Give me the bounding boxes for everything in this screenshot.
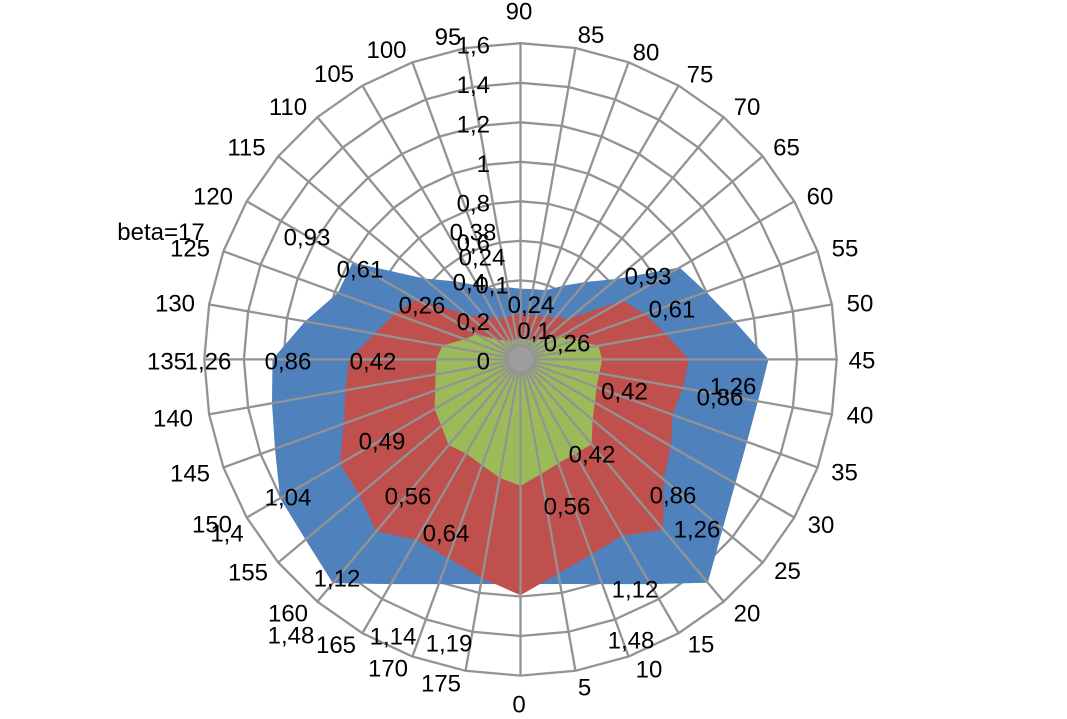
svg-text:40: 40 <box>847 403 874 430</box>
svg-text:0,4: 0,4 <box>453 270 486 297</box>
svg-text:30: 30 <box>808 512 835 539</box>
svg-text:55: 55 <box>832 236 859 263</box>
svg-text:65: 65 <box>773 135 800 162</box>
svg-text:1,6: 1,6 <box>457 33 490 60</box>
svg-text:1,4: 1,4 <box>210 521 243 548</box>
svg-text:1,14: 1,14 <box>370 624 417 651</box>
svg-text:145: 145 <box>170 461 210 488</box>
svg-text:0,24: 0,24 <box>459 245 506 272</box>
svg-text:0,1: 0,1 <box>475 273 508 300</box>
svg-text:25: 25 <box>774 558 801 585</box>
svg-text:1,48: 1,48 <box>608 628 655 655</box>
svg-text:0,26: 0,26 <box>544 331 591 358</box>
svg-text:0,42: 0,42 <box>569 442 616 469</box>
svg-text:125: 125 <box>170 236 210 263</box>
svg-text:0,61: 0,61 <box>649 297 696 324</box>
svg-text:0,86: 0,86 <box>265 349 312 376</box>
svg-text:0,8: 0,8 <box>457 191 490 218</box>
svg-text:0,2: 0,2 <box>457 309 490 336</box>
svg-text:175: 175 <box>421 671 461 698</box>
svg-text:0,86: 0,86 <box>650 483 697 510</box>
svg-text:75: 75 <box>687 62 714 89</box>
svg-text:1,26: 1,26 <box>674 517 721 544</box>
svg-text:45: 45 <box>849 348 876 375</box>
svg-text:15: 15 <box>688 632 715 659</box>
svg-text:0,42: 0,42 <box>350 349 397 376</box>
svg-text:1,12: 1,12 <box>314 566 361 593</box>
svg-text:1,48: 1,48 <box>268 623 315 650</box>
svg-text:0: 0 <box>477 349 490 376</box>
svg-text:1,19: 1,19 <box>426 631 473 658</box>
svg-text:110: 110 <box>269 94 307 121</box>
svg-text:0,56: 0,56 <box>385 484 432 511</box>
svg-text:beta=17: beta=17 <box>117 219 204 246</box>
svg-text:0,61: 0,61 <box>337 257 384 284</box>
svg-text:130: 130 <box>155 291 195 318</box>
svg-text:80: 80 <box>633 40 660 67</box>
svg-text:0,6: 0,6 <box>457 230 490 257</box>
svg-text:10: 10 <box>636 657 663 684</box>
svg-text:0,26: 0,26 <box>399 293 446 320</box>
svg-text:1,26: 1,26 <box>185 349 232 376</box>
svg-text:1,2: 1,2 <box>457 112 490 139</box>
svg-text:1: 1 <box>477 151 490 178</box>
svg-text:0,86: 0,86 <box>697 385 744 412</box>
svg-text:1,4: 1,4 <box>457 72 490 99</box>
svg-text:0,42: 0,42 <box>601 379 648 406</box>
svg-text:155: 155 <box>228 560 268 587</box>
svg-text:70: 70 <box>734 94 761 121</box>
svg-text:60: 60 <box>807 184 834 211</box>
svg-text:0,24: 0,24 <box>508 292 555 319</box>
svg-text:1,12: 1,12 <box>612 577 659 604</box>
svg-text:50: 50 <box>847 291 874 318</box>
svg-text:20: 20 <box>734 601 761 628</box>
svg-text:5: 5 <box>578 675 591 702</box>
svg-text:0,56: 0,56 <box>544 494 591 521</box>
svg-text:35: 35 <box>831 460 858 487</box>
svg-text:135: 135 <box>147 349 187 376</box>
svg-text:0,1: 0,1 <box>517 318 550 345</box>
svg-text:0,49: 0,49 <box>359 429 406 456</box>
svg-text:150: 150 <box>192 512 232 539</box>
svg-text:85: 85 <box>578 22 605 49</box>
svg-text:0: 0 <box>512 692 525 719</box>
svg-text:90: 90 <box>506 0 533 26</box>
svg-text:115: 115 <box>227 135 265 162</box>
svg-text:1,26: 1,26 <box>710 374 757 401</box>
svg-text:160: 160 <box>268 601 308 628</box>
svg-text:0,93: 0,93 <box>284 225 331 252</box>
svg-text:1,04: 1,04 <box>265 485 312 512</box>
svg-text:120: 120 <box>193 184 233 211</box>
svg-text:140: 140 <box>153 406 193 433</box>
svg-text:0,93: 0,93 <box>625 264 672 291</box>
svg-text:170: 170 <box>368 656 408 683</box>
svg-text:0,38: 0,38 <box>450 220 497 247</box>
svg-text:100: 100 <box>366 37 406 64</box>
svg-text:0,64: 0,64 <box>423 521 470 548</box>
svg-text:105: 105 <box>314 61 354 88</box>
svg-text:165: 165 <box>316 632 356 659</box>
svg-text:95: 95 <box>435 24 462 51</box>
